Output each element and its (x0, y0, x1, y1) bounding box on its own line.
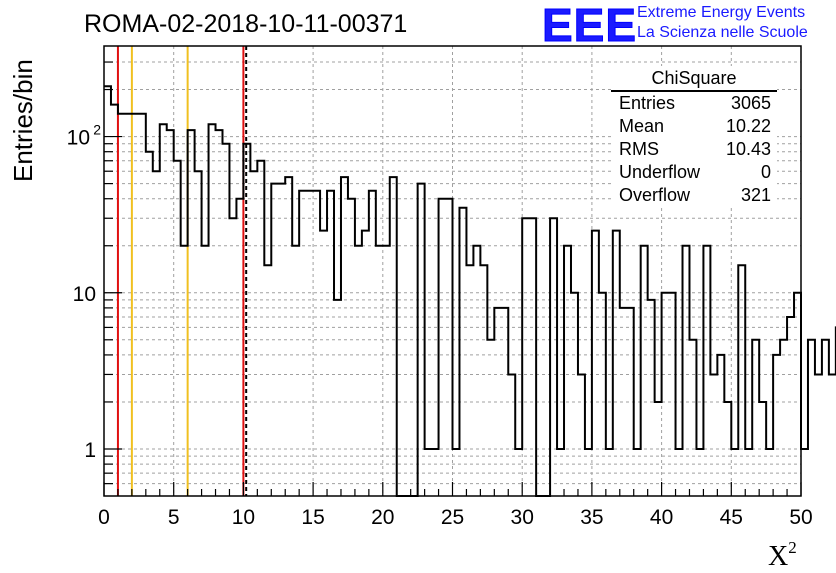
stats-box: ChiSquare Entries 3065 Mean 10.22 RMS 10… (611, 66, 777, 206)
logo-text-line2: La Scienza nelle Scuole (637, 24, 808, 41)
x-tick-label: 50 (789, 506, 812, 529)
x-tick-labels: 0 5 10 15 20 25 30 35 40 45 50 (98, 506, 813, 529)
logo-text-line1: Extreme Energy Events (637, 4, 806, 21)
stats-value: 3065 (730, 93, 771, 113)
stats-row-underflow: Underflow 0 (619, 162, 771, 184)
stats-label: Underflow (619, 162, 701, 182)
stats-label: RMS (619, 139, 659, 159)
x-tick-label: 35 (580, 506, 603, 529)
x-tick-label: 5 (168, 506, 180, 529)
x-axis-label-superscript: 2 (788, 538, 797, 557)
stats-label: Overflow (619, 185, 691, 205)
y-tick-label: 10 (73, 283, 96, 306)
y-tick-label: 1 (84, 439, 96, 462)
x-tick-label: 0 (98, 506, 110, 529)
y-tick-exponent: 2 (93, 122, 101, 138)
x-axis-label-base: X (768, 541, 789, 572)
stats-divider (611, 90, 777, 92)
x-tick-label: 10 (232, 506, 255, 529)
y-axis-label: Entries/bin (8, 59, 38, 182)
y-tick-label: 10 (67, 127, 90, 150)
eee-logo: EEE Extreme Energy Events La Scienza nel… (541, 0, 832, 52)
stats-label: Entries (619, 93, 676, 113)
stats-value: 10.43 (725, 139, 771, 159)
axis-ticks (103, 61, 802, 496)
histogram-series (104, 85, 836, 497)
logo-mark: EEE (541, 0, 638, 52)
stats-row-rms: RMS 10.43 (619, 139, 771, 161)
x-tick-label: 15 (301, 506, 324, 529)
x-tick-label: 25 (441, 506, 464, 529)
stats-label: Mean (619, 116, 665, 136)
stats-title: ChiSquare (651, 68, 737, 88)
x-tick-label: 40 (650, 506, 673, 529)
x-tick-label: 20 (371, 506, 394, 529)
x-tick-label: 45 (720, 506, 743, 529)
stats-value: 0 (760, 162, 771, 182)
stats-row-mean: Mean 10.22 (619, 116, 771, 138)
stats-value: 321 (740, 185, 771, 205)
stats-value: 10.22 (725, 116, 771, 136)
stats-row-overflow: Overflow 321 (619, 185, 771, 207)
chart-title: ROMA-02-2018-10-11-00371 (84, 10, 408, 38)
x-axis-label: X2 (768, 538, 797, 573)
x-tick-label: 30 (511, 506, 534, 529)
marker-lines (116, 46, 248, 496)
stats-row-entries: Entries 3065 (619, 93, 771, 115)
